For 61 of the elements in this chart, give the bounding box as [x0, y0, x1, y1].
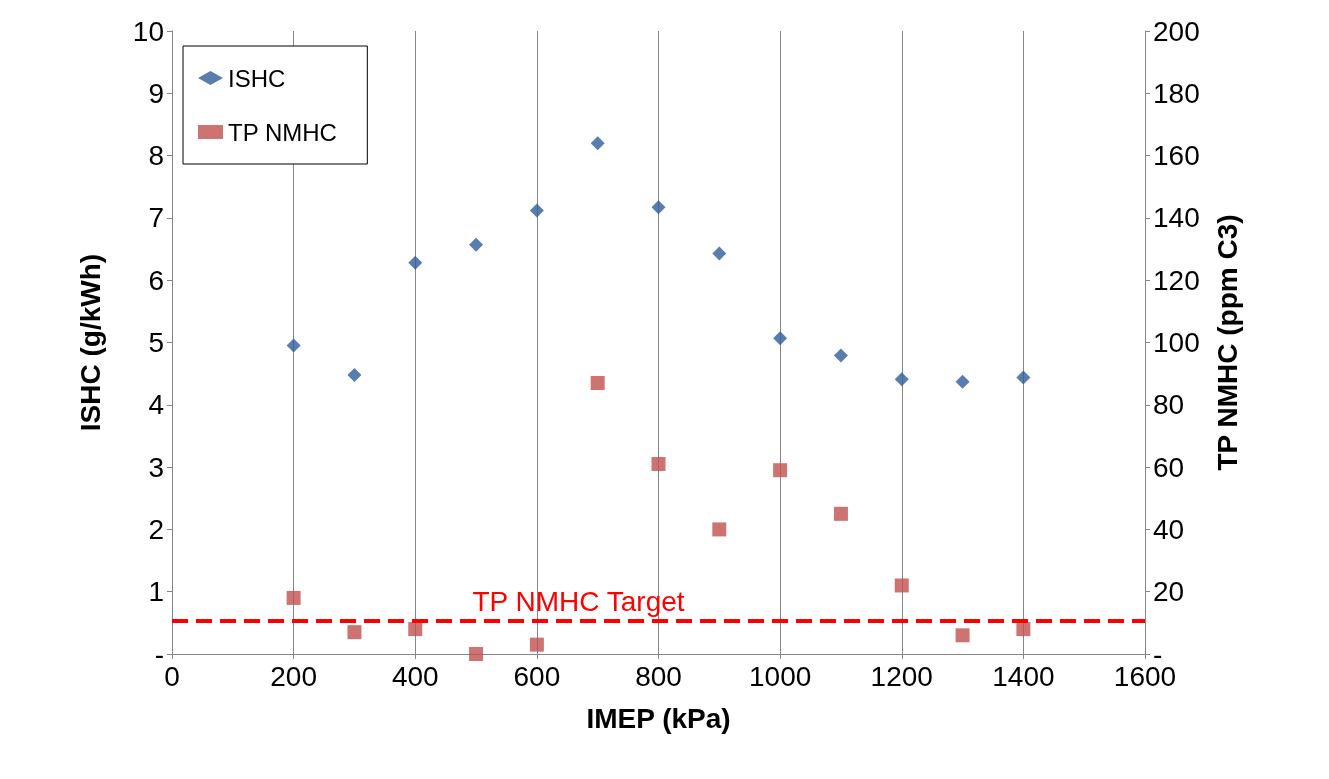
x-tick-label: 600 — [513, 660, 561, 692]
point — [469, 237, 484, 252]
y2-axis-title: TP NMHC (ppm C3) — [1211, 214, 1243, 471]
y2-tick-label: 140 — [1153, 202, 1200, 234]
x-tick-label: 1000 — [748, 660, 812, 692]
y2-tick-label: 200 — [1153, 15, 1200, 47]
ref-line-label: TP NMHC Target — [472, 586, 685, 618]
point — [529, 203, 544, 218]
point — [955, 374, 970, 389]
y-axis-title: ISHC (g/kWh) — [74, 253, 106, 432]
point — [894, 578, 909, 593]
point — [651, 456, 666, 471]
point — [1016, 370, 1031, 385]
y-tick-label: 2 — [148, 513, 164, 545]
y2-tick-label: 120 — [1153, 264, 1200, 296]
y2-tick-label: 160 — [1153, 140, 1200, 172]
point — [590, 375, 605, 390]
point — [894, 372, 909, 387]
y-tick-label: 3 — [148, 451, 164, 483]
point — [1016, 622, 1031, 637]
y-tick-label: 5 — [148, 327, 164, 358]
point — [773, 331, 788, 346]
legend-label: TP NMHC — [228, 118, 337, 146]
y2-tick-label: 40 — [1153, 513, 1185, 545]
point — [469, 647, 484, 661]
y2-tick-label: 60 — [1153, 451, 1185, 483]
x-tick-label: 0 — [164, 660, 180, 692]
point — [773, 463, 788, 478]
point — [408, 622, 423, 637]
point — [529, 637, 544, 652]
y2-tick-label: 80 — [1153, 389, 1185, 421]
x-tick-label: 1400 — [992, 660, 1055, 692]
point — [955, 628, 970, 643]
x-tick-label: 400 — [391, 660, 439, 692]
point — [833, 506, 848, 521]
y-tick-label: 1 — [148, 576, 164, 608]
point — [590, 136, 605, 151]
point — [347, 367, 362, 382]
x-axis-title: IMEP (kPa) — [586, 702, 731, 734]
point — [347, 625, 362, 640]
y-tick-label: 8 — [148, 140, 164, 172]
point — [651, 200, 666, 215]
y-tick-label: 7 — [148, 202, 164, 234]
legend-label: ISHC — [228, 64, 286, 92]
x-tick-label: 1200 — [870, 660, 933, 692]
y-tick-label: - — [154, 638, 164, 670]
x-tick-label: 800 — [635, 660, 682, 692]
point — [833, 348, 848, 363]
y-tick-label: 10 — [132, 15, 164, 47]
x-tick-label: 200 — [270, 660, 317, 692]
point — [408, 255, 423, 270]
y2-tick-label: 100 — [1153, 327, 1200, 358]
y-tick-label: 6 — [148, 264, 164, 296]
y-tick-label: 4 — [148, 389, 164, 421]
y2-tick-label: 20 — [1153, 576, 1185, 608]
y-tick-label: 9 — [148, 77, 164, 109]
point — [286, 338, 301, 353]
point — [712, 246, 727, 261]
point — [286, 590, 301, 605]
y2-tick-label: 180 — [1153, 77, 1200, 109]
point — [712, 522, 727, 537]
